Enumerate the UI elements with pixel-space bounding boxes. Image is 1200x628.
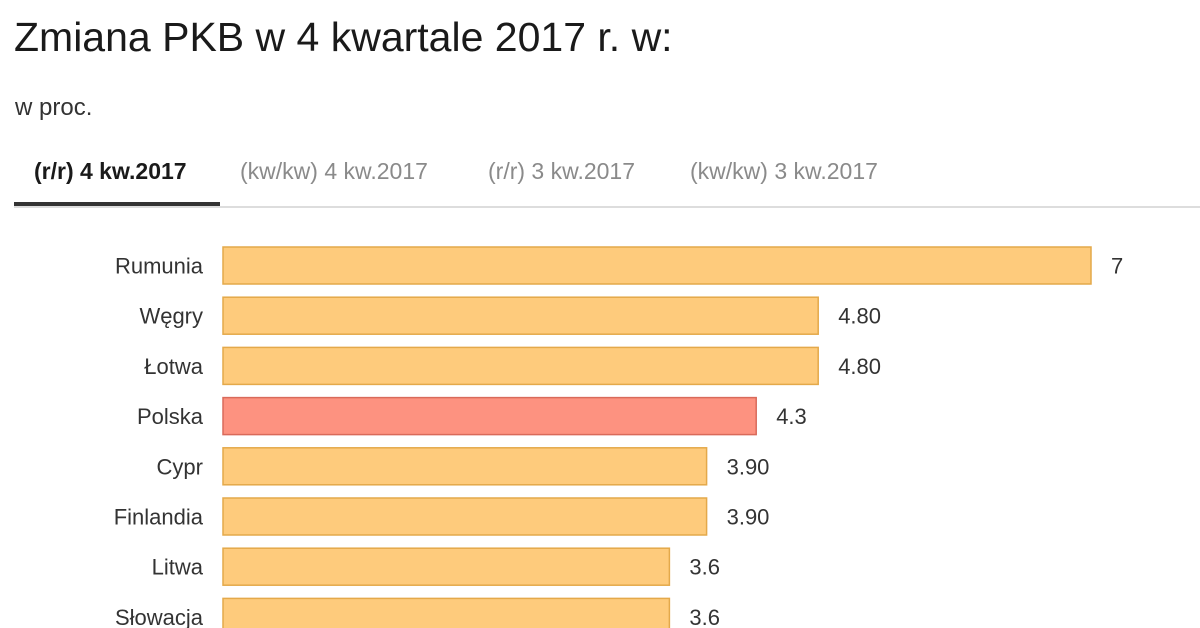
tab-kwkw-4kw-2017[interactable]: (kw/kw) 4 kw.2017	[240, 158, 428, 184]
category-label-lotwa: Łotwa	[144, 354, 203, 379]
category-label-rumunia: Rumunia	[115, 254, 204, 279]
bar-rumunia	[222, 246, 1092, 285]
value-label-cypr: 3.90	[727, 454, 770, 479]
page-title: Zmiana PKB w 4 kwartale 2017 r. w:	[14, 14, 673, 60]
tab-rr-4kw-2017[interactable]: (r/r) 4 kw.2017	[34, 158, 187, 184]
tab-kwkw-3kw-2017[interactable]: (kw/kw) 3 kw.2017	[690, 158, 878, 184]
bar-wegry	[222, 296, 819, 335]
bar-slowacja	[222, 597, 671, 628]
category-label-wegry: Węgry	[139, 304, 203, 329]
category-label-polska: Polska	[137, 404, 204, 429]
category-label-cypr: Cypr	[157, 454, 203, 479]
bar-litwa	[222, 547, 671, 586]
category-label-finlandia: Finlandia	[114, 505, 204, 530]
value-label-litwa: 3.6	[689, 555, 720, 580]
page-subtitle: w proc.	[15, 94, 93, 121]
bar-finlandia	[222, 497, 708, 536]
value-label-finlandia: 3.90	[727, 505, 770, 530]
bar-cypr	[222, 447, 708, 486]
value-label-lotwa: 4.80	[838, 354, 881, 379]
bar-lotwa	[222, 346, 819, 386]
value-label-wegry: 4.80	[838, 304, 881, 329]
tab-rr-3kw-2017[interactable]: (r/r) 3 kw.2017	[488, 158, 635, 184]
category-label-slowacja: Słowacja	[115, 605, 204, 628]
value-label-rumunia: 7	[1111, 254, 1123, 279]
active-tab-indicator	[14, 202, 220, 206]
value-label-slowacja: 3.6	[689, 605, 720, 628]
tab-bar: (r/r) 4 kw.2017 (kw/kw) 4 kw.2017 (r/r) …	[14, 148, 1200, 208]
value-label-polska: 4.3	[776, 404, 807, 429]
category-label-litwa: Litwa	[152, 555, 204, 580]
bar-polska	[222, 396, 757, 436]
